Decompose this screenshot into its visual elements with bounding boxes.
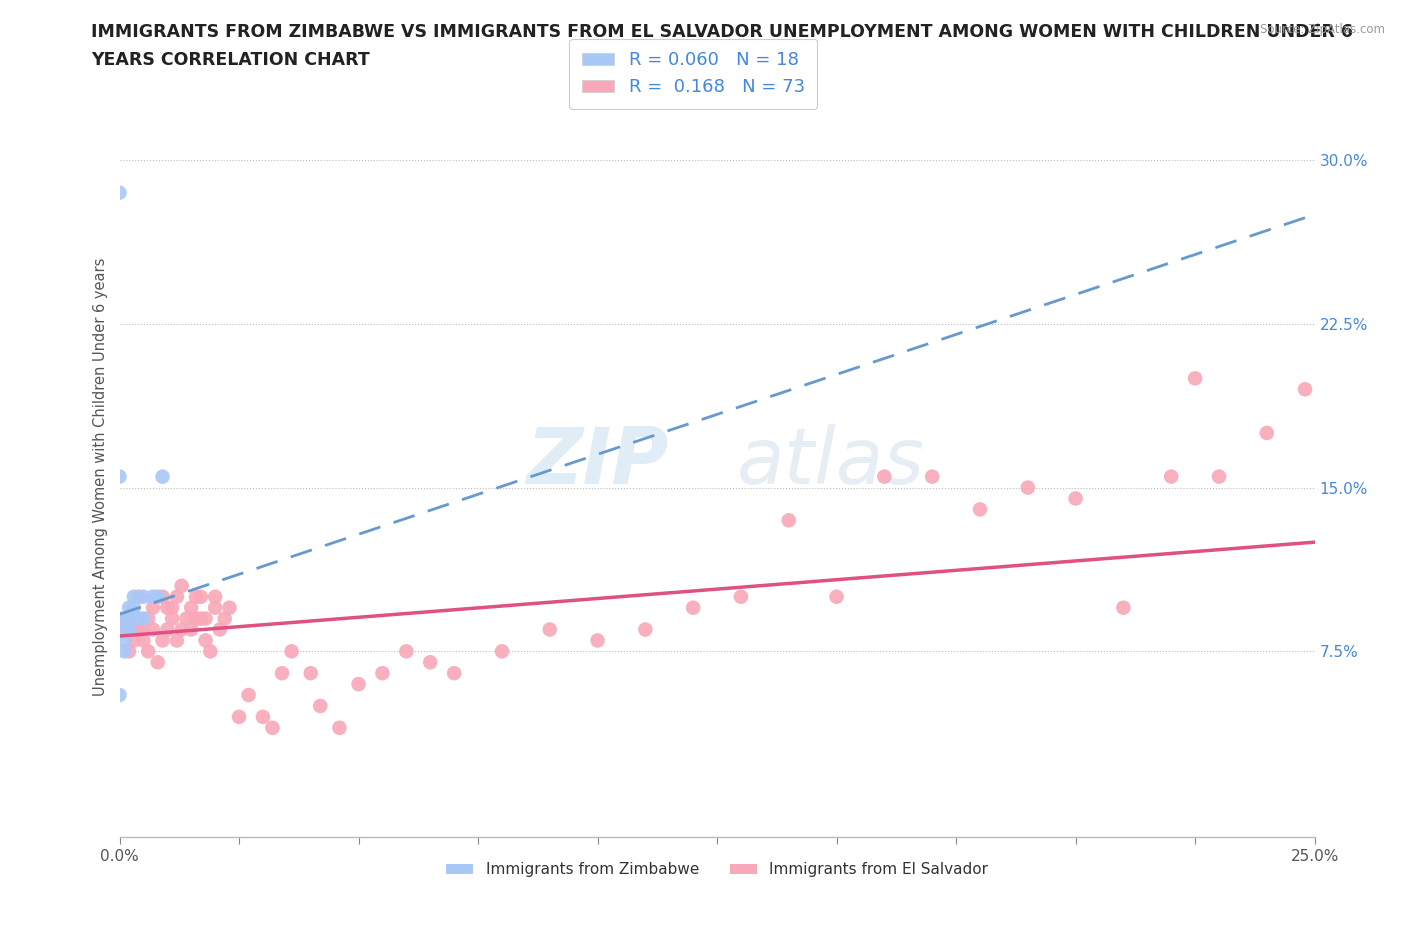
Point [299,666,322,681]
Point [586,633,609,648]
Point [146,655,169,670]
Point [194,611,217,626]
Point [491,644,513,658]
Point [238,687,260,702]
Text: ZIP: ZIP [526,424,669,500]
Point [146,590,169,604]
Text: Source: ZipAtlas.com: Source: ZipAtlas.com [1260,23,1385,36]
Point [634,622,657,637]
Point [280,644,302,658]
Point [825,590,848,604]
Text: YEARS CORRELATION CHART: YEARS CORRELATION CHART [91,51,370,69]
Point [443,666,465,681]
Point [176,611,198,626]
Point [156,622,179,637]
Point [112,644,135,658]
Point [122,600,145,615]
Point [170,622,193,637]
Point [128,611,150,626]
Point [112,633,135,648]
Point [1064,491,1087,506]
Point [347,677,370,692]
Point [262,721,284,736]
Point [132,633,155,648]
Point [128,590,150,604]
Point [108,687,131,702]
Point [152,469,174,484]
Point [371,666,394,681]
Point [170,578,193,593]
Point [118,611,141,626]
Point [108,185,131,200]
Point [1112,600,1135,615]
Point [132,622,155,637]
Y-axis label: Unemployment Among Women with Children Under 6 years: Unemployment Among Women with Children U… [93,258,108,696]
Point [108,469,131,484]
Text: IMMIGRANTS FROM ZIMBABWE VS IMMIGRANTS FROM EL SALVADOR UNEMPLOYMENT AMONG WOMEN: IMMIGRANTS FROM ZIMBABWE VS IMMIGRANTS F… [91,23,1354,41]
Point [538,622,561,637]
Point [921,469,943,484]
Point [778,512,800,527]
Point [136,644,159,658]
Point [180,600,202,615]
Point [112,611,135,626]
Point [142,590,165,604]
Point [1256,426,1278,441]
Point [112,622,135,637]
Point [190,590,212,604]
Point [132,611,155,626]
Point [128,622,150,637]
Point [136,611,159,626]
Point [156,600,179,615]
Point [152,590,174,604]
Point [194,633,217,648]
Point [1294,382,1316,397]
Point [166,590,188,604]
Point [1160,469,1182,484]
Point [328,721,350,736]
Point [160,611,183,626]
Point [395,644,418,658]
Point [142,622,165,637]
Point [1208,469,1230,484]
Point [309,698,332,713]
Point [190,611,212,626]
Point [1017,480,1039,495]
Point [152,633,174,648]
Point [184,590,207,604]
Point [160,600,183,615]
Point [122,590,145,604]
Point [132,590,155,604]
Point [204,600,226,615]
Point [271,666,294,681]
Point [228,710,250,724]
Point [218,600,240,615]
Point [166,633,188,648]
Point [1184,371,1206,386]
Point [180,622,202,637]
Point [208,622,231,637]
Point [419,655,441,670]
Point [122,633,145,648]
Point [184,611,207,626]
Legend: Immigrants from Zimbabwe, Immigrants from El Salvador: Immigrants from Zimbabwe, Immigrants fro… [440,857,994,884]
Point [873,469,896,484]
Point [118,611,141,626]
Point [118,644,141,658]
Point [142,600,165,615]
Point [108,611,131,626]
Text: atlas: atlas [737,424,925,500]
Point [122,622,145,637]
Point [252,710,274,724]
Point [200,644,222,658]
Point [214,611,236,626]
Point [730,590,752,604]
Point [118,622,141,637]
Point [112,622,135,637]
Point [204,590,226,604]
Point [969,502,991,517]
Point [682,600,704,615]
Point [118,600,141,615]
